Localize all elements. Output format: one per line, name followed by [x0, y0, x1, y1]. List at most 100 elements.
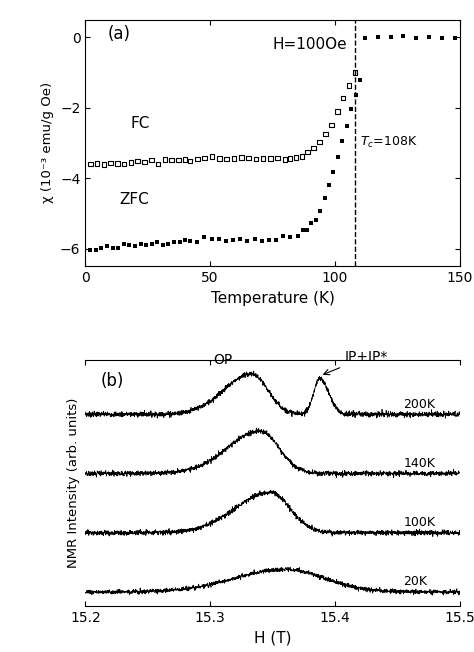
Point: [176, 237, 183, 247]
Point: [316, 137, 323, 147]
Point: [161, 155, 169, 165]
Point: [374, 33, 382, 43]
Point: [412, 33, 420, 43]
Y-axis label: χ (10⁻³ emu/g Oe): χ (10⁻³ emu/g Oe): [41, 82, 55, 203]
Point: [312, 215, 319, 225]
Point: [328, 120, 335, 130]
Point: [134, 156, 142, 166]
Point: [351, 68, 359, 78]
Point: [215, 233, 223, 244]
Point: [286, 153, 294, 164]
Point: [339, 93, 347, 104]
Point: [310, 143, 318, 153]
Point: [100, 159, 108, 170]
Point: [159, 240, 167, 250]
Text: IP+IP*: IP+IP*: [324, 350, 388, 375]
Point: [329, 167, 337, 177]
Text: ZFC: ZFC: [119, 192, 149, 207]
Point: [303, 224, 311, 235]
Text: OP: OP: [213, 353, 232, 367]
Point: [208, 234, 215, 244]
Point: [387, 31, 394, 42]
Point: [127, 157, 135, 168]
Point: [114, 243, 122, 253]
Point: [258, 235, 265, 246]
Point: [168, 155, 175, 166]
Point: [425, 32, 433, 42]
Point: [279, 231, 287, 241]
Point: [292, 152, 300, 162]
Point: [272, 235, 280, 246]
Y-axis label: NMR Intensity (arb. units): NMR Intensity (arb. units): [67, 398, 80, 569]
Point: [147, 155, 155, 165]
Point: [304, 147, 311, 157]
Point: [193, 236, 201, 246]
Point: [281, 154, 289, 164]
Point: [182, 235, 189, 245]
Text: 200K: 200K: [404, 398, 436, 411]
Point: [164, 239, 172, 249]
Point: [182, 154, 189, 164]
Point: [170, 237, 178, 247]
Point: [237, 234, 244, 244]
Point: [267, 154, 274, 164]
Text: (b): (b): [100, 372, 124, 390]
Text: 100K: 100K: [404, 516, 436, 529]
Point: [343, 121, 350, 131]
Point: [201, 153, 209, 163]
Point: [308, 218, 315, 228]
Point: [114, 158, 121, 169]
Point: [265, 235, 273, 246]
Point: [186, 236, 194, 246]
Text: $T_c$=108K: $T_c$=108K: [360, 135, 418, 151]
Point: [252, 154, 260, 164]
Point: [194, 154, 201, 164]
Point: [451, 33, 458, 44]
Point: [244, 236, 251, 246]
Point: [321, 193, 328, 203]
Point: [400, 31, 407, 41]
Point: [347, 104, 355, 115]
Point: [148, 239, 155, 249]
Point: [316, 205, 324, 216]
Text: 20K: 20K: [404, 575, 428, 588]
Point: [208, 151, 216, 162]
Point: [174, 155, 182, 166]
Point: [333, 106, 341, 117]
Text: 140K: 140K: [404, 457, 436, 470]
Text: (a): (a): [108, 25, 131, 43]
X-axis label: H (T): H (T): [254, 630, 292, 645]
Point: [186, 156, 194, 166]
Point: [334, 152, 342, 162]
Point: [438, 33, 446, 44]
Point: [154, 237, 161, 248]
Point: [299, 226, 306, 236]
Point: [222, 236, 230, 246]
Point: [298, 151, 306, 162]
Point: [361, 33, 369, 43]
Point: [87, 245, 94, 256]
Point: [274, 153, 282, 163]
Point: [223, 154, 230, 164]
Point: [201, 232, 208, 243]
Point: [251, 234, 258, 244]
Point: [131, 241, 139, 251]
Text: FC: FC: [130, 116, 150, 131]
Point: [338, 136, 346, 146]
Point: [352, 89, 359, 100]
Point: [229, 235, 237, 245]
Point: [259, 153, 267, 164]
Point: [230, 153, 238, 164]
Point: [93, 158, 101, 168]
Point: [325, 180, 333, 190]
Point: [126, 240, 133, 250]
Point: [216, 153, 223, 164]
Point: [154, 158, 162, 169]
Point: [322, 129, 329, 140]
Point: [137, 239, 144, 249]
Point: [92, 245, 100, 256]
Point: [142, 239, 150, 250]
Point: [109, 243, 117, 254]
Point: [87, 159, 94, 170]
Point: [107, 158, 114, 168]
